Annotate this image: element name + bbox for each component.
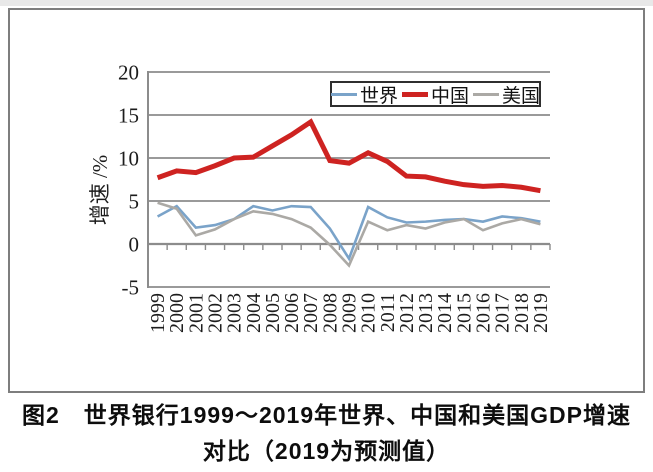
- y-tick-label: 20: [118, 61, 139, 85]
- x-tick-label: 2006: [281, 293, 303, 333]
- x-tick-label: 2013: [415, 293, 437, 333]
- legend-label: 美国: [502, 85, 541, 107]
- figure-caption: 图2 世界银行1999～2019年世界、中国和美国GDP增速 对比（2019为预…: [0, 397, 653, 469]
- x-tick-label: 2005: [262, 293, 284, 333]
- x-tick-label: 2004: [243, 293, 265, 333]
- x-tick-label: 2017: [492, 293, 514, 333]
- x-tick-label: 1999: [147, 293, 169, 333]
- x-tick-label: 2011: [377, 293, 399, 332]
- figure-caption-line-2: 对比（2019为预测值）: [202, 438, 451, 464]
- x-tick-label: 2010: [358, 293, 380, 333]
- legend-line-sample-icon: [402, 91, 428, 97]
- series-line-世界: [156, 204, 541, 262]
- x-tick-label: 2002: [205, 293, 227, 333]
- x-tick-label: 2009: [339, 293, 361, 333]
- figure-caption-line-1: 图2 世界银行1999～2019年世界、中国和美国GDP增速: [22, 402, 631, 428]
- x-tick-label: 2019: [530, 293, 552, 333]
- y-tick-label: 5: [129, 190, 140, 214]
- y-tick-label: 15: [118, 104, 139, 128]
- series-line-美国: [157, 201, 541, 268]
- y-tick-label: 10: [118, 147, 139, 171]
- y-axis-title: 增速 /%: [88, 155, 112, 226]
- x-tick-label: 2007: [300, 293, 322, 333]
- legend-label: 世界: [359, 85, 398, 107]
- y-tick-label: -5: [122, 276, 140, 300]
- x-tick-label: 2008: [319, 293, 341, 333]
- legend-label: 中国: [431, 85, 470, 107]
- series-line-中国: [156, 118, 541, 194]
- x-tick-label: 2000: [166, 293, 188, 333]
- x-tick-label: 2012: [396, 293, 418, 333]
- x-tick-label: 2014: [434, 293, 456, 333]
- y-tick-label: 0: [129, 233, 140, 257]
- legend-line-sample-icon: [330, 92, 357, 96]
- legend-line-sample-icon: [473, 92, 500, 96]
- page-top-strip: [0, 0, 653, 6]
- legend-item: 美国: [473, 81, 540, 108]
- legend: 世界 中国 美国: [330, 81, 541, 107]
- x-tick-label: 2018: [511, 293, 533, 333]
- x-tick-label: 2001: [185, 293, 207, 333]
- legend-item: 世界: [330, 81, 398, 108]
- x-tick-label: 2016: [473, 293, 495, 333]
- legend-item: 中国: [402, 81, 469, 108]
- x-tick-label: 2003: [224, 293, 246, 333]
- x-tick-label: 2015: [453, 293, 475, 333]
